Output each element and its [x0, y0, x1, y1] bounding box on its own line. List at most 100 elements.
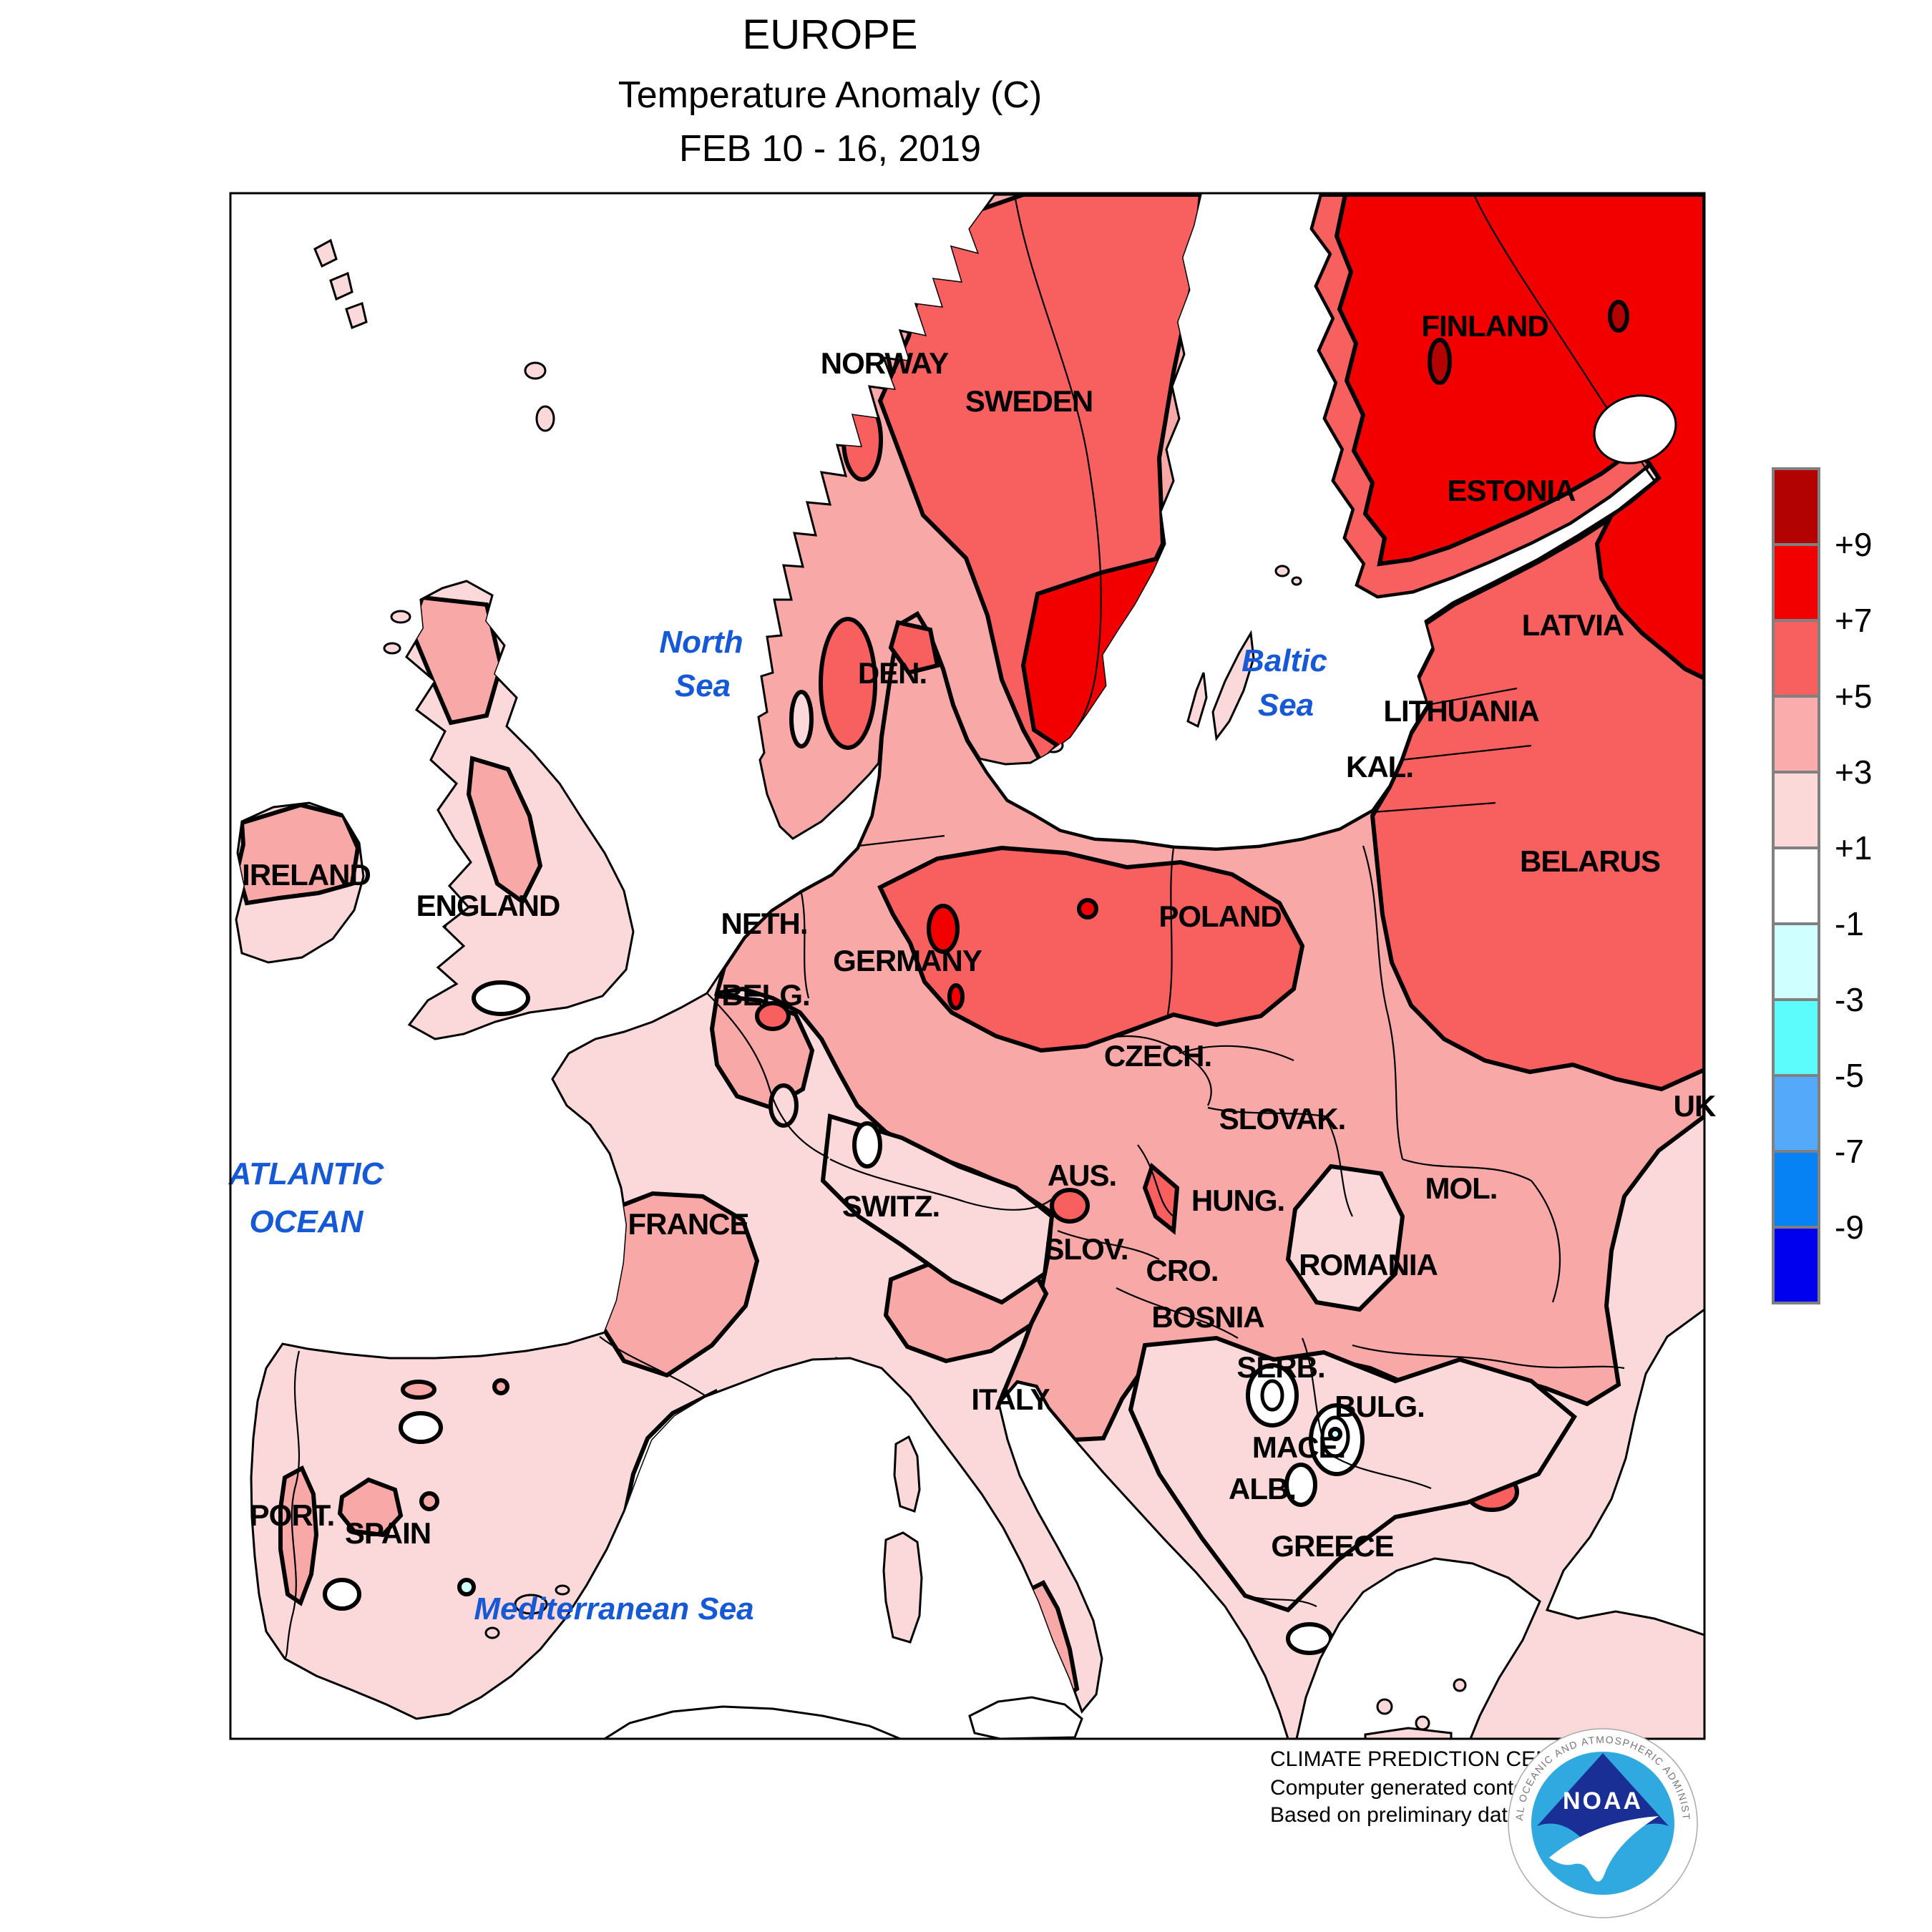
sea-label-ocean: OCEAN: [250, 1204, 364, 1239]
country-label-czech: CZECH.: [1104, 1039, 1211, 1073]
country-label-lithuania: LITHUANIA: [1383, 694, 1539, 728]
country-label-estonia: ESTONIA: [1448, 474, 1576, 507]
contour-plus1-west-romania: [1285, 1163, 1405, 1312]
contour-neutral-spain-north: [399, 1411, 443, 1444]
country-label-norway: NORWAY: [821, 346, 949, 380]
page-subtitle: Temperature Anomaly (C): [618, 74, 1042, 116]
contour-plus1-norway-lens-2: [789, 690, 814, 748]
land-north-africa: [600, 1705, 901, 1740]
country-label-neth: NETH.: [721, 907, 808, 940]
legend-label-+9: +9: [1835, 526, 1872, 563]
country-label-mace: MACE.: [1252, 1430, 1345, 1464]
sea-labels-layer: North Sea Baltic Sea ATLANTIC OCEAN Mediterran…: [228, 625, 1327, 1626]
country-label-germany: GERMANY: [833, 944, 982, 977]
country-label-serb: SERB.: [1236, 1350, 1324, 1384]
legend-label--7: -7: [1835, 1133, 1864, 1170]
page-title: EUROPE: [743, 11, 918, 58]
country-label-belarus: BELARUS: [1520, 844, 1660, 878]
country-label-cro: CRO.: [1146, 1254, 1219, 1287]
noaa-logo-sky-diamond: [1537, 1753, 1669, 1866]
country-label-aus: AUS.: [1048, 1158, 1116, 1192]
legend-label--5: -5: [1835, 1057, 1864, 1094]
sea-label-sea: Sea: [675, 668, 731, 703]
legend-label-+7: +7: [1835, 602, 1872, 639]
contour-plus1-germany-patch: [769, 1083, 799, 1128]
country-label-romania: ROMANIA: [1299, 1248, 1438, 1282]
contour-plus3-ireland-north: [236, 802, 361, 906]
contour-plus5-baltics-belarus: [1370, 482, 1704, 1092]
credit-line-3: Based on preliminary data: [1270, 1803, 1520, 1827]
legend-label-+1: +1: [1835, 829, 1872, 867]
contour-plus3-portugal: [278, 1465, 319, 1606]
country-label-sweden: SWEDEN: [965, 384, 1093, 418]
contour-neutral-spain-central: [323, 1578, 361, 1611]
contour-plus9-finland-core: [1428, 338, 1452, 385]
sea-label-north: North: [659, 625, 743, 660]
contour-plus5-norway-blob-2: [819, 617, 877, 750]
contour-plus5-denmark-tip: [888, 620, 940, 675]
lake-peipus-ladoga: [1593, 394, 1677, 464]
map-frame-border: [229, 192, 1706, 1740]
legend-label--3: -3: [1835, 981, 1864, 1018]
legend-swatch-5: [1772, 847, 1820, 925]
noaa-logo-wordmark: NOAA: [1563, 1787, 1643, 1815]
country-label-mol: MOL.: [1425, 1171, 1498, 1205]
contour-plus3-spain-central: [337, 1477, 404, 1538]
country-label-alb: ALB.: [1229, 1472, 1296, 1506]
legend-label--1: -1: [1835, 905, 1864, 942]
legend-colorbar: +9 +7 +5 +3 +1 -1 -3 -5 -7 -9: [1772, 467, 1872, 1304]
legend-swatch-9: [1772, 1150, 1820, 1229]
contour-plus7-poland-dot: [1077, 898, 1098, 919]
contour-plus9-estonia-core: [1608, 300, 1629, 333]
country-label-port: PORT.: [250, 1498, 335, 1532]
country-label-england: ENGLAND: [416, 889, 560, 922]
aegean-sea: [1295, 1557, 1541, 1740]
black-sea: [1545, 1307, 1706, 1637]
sea-label-baltic: Baltic: [1241, 643, 1327, 678]
sea-label-mediterraneansea: Mediterranean Sea: [474, 1591, 753, 1626]
country-label-belg: BELG.: [721, 978, 809, 1012]
contour-minus1-bulgaria-dot: [1328, 1427, 1342, 1441]
credit-line-2: Computer generated contours: [1270, 1776, 1556, 1800]
country-label-den: DEN.: [858, 656, 927, 690]
legend-swatch-2: [1772, 619, 1820, 698]
sea-cutouts: [1295, 394, 1706, 1740]
country-label-hung: HUNG.: [1191, 1184, 1284, 1217]
contour-plus1-alps: [820, 1113, 1055, 1305]
contour-plus3-spain-dot: [419, 1491, 439, 1511]
contour-neutral-serbia-inner-ring: [1260, 1379, 1284, 1412]
contour-plus5-austria-dot: [1050, 1188, 1090, 1224]
noaa-logo-gull-icon: [1549, 1816, 1659, 1882]
legend-swatch-4: [1772, 771, 1820, 849]
credits-block: CLIMATE PREDICTION CENTER, NOAA Computer…: [1270, 1747, 1667, 1827]
legend-swatch-6: [1772, 922, 1820, 1001]
legend-swatch-0: [1772, 467, 1820, 546]
contour-plus3-spain-north: [401, 1380, 436, 1400]
country-labels-layer: NORWAY SWEDEN FINLAND ESTONIA LATVIA LITHUANI…: [242, 309, 1717, 1563]
country-label-greece: GREECE: [1271, 1529, 1393, 1563]
contour-plus7-germany-spot-small: [947, 983, 965, 1010]
contour-neutral-serbia: [1246, 1363, 1299, 1428]
contour-plus5-germany-poland: [877, 845, 1305, 1053]
legend-swatch-8: [1772, 1074, 1820, 1153]
country-label-italy: ITALY: [971, 1382, 1050, 1416]
contour-plus7-germany-spot: [927, 904, 960, 954]
legend-label-+5: +5: [1835, 678, 1872, 715]
country-label-bulg: BULG.: [1335, 1390, 1425, 1423]
legend-swatch-1: [1772, 543, 1820, 622]
contour-plus3-england-north: [466, 756, 543, 905]
legend-swatch-3: [1772, 695, 1820, 774]
country-borders: [284, 195, 1646, 1659]
contour-plus1-balkans: [1128, 1335, 1577, 1613]
contour-minus1-spain-dot: [457, 1578, 476, 1596]
country-label-kal: KAL.: [1346, 750, 1413, 784]
contour-neutral-macedonia: [1284, 1463, 1317, 1507]
legend-label--9: -9: [1835, 1209, 1864, 1246]
country-label-slov: SLOV.: [1044, 1232, 1128, 1266]
legend-swatch-10: [1772, 1226, 1820, 1304]
sea-label-atlantic: ATLANTIC: [228, 1156, 385, 1191]
contour-neutral-germany-south: [852, 1121, 882, 1169]
country-label-switz: SWITZ.: [842, 1189, 940, 1223]
country-label-bosnia: BOSNIA: [1151, 1300, 1264, 1334]
